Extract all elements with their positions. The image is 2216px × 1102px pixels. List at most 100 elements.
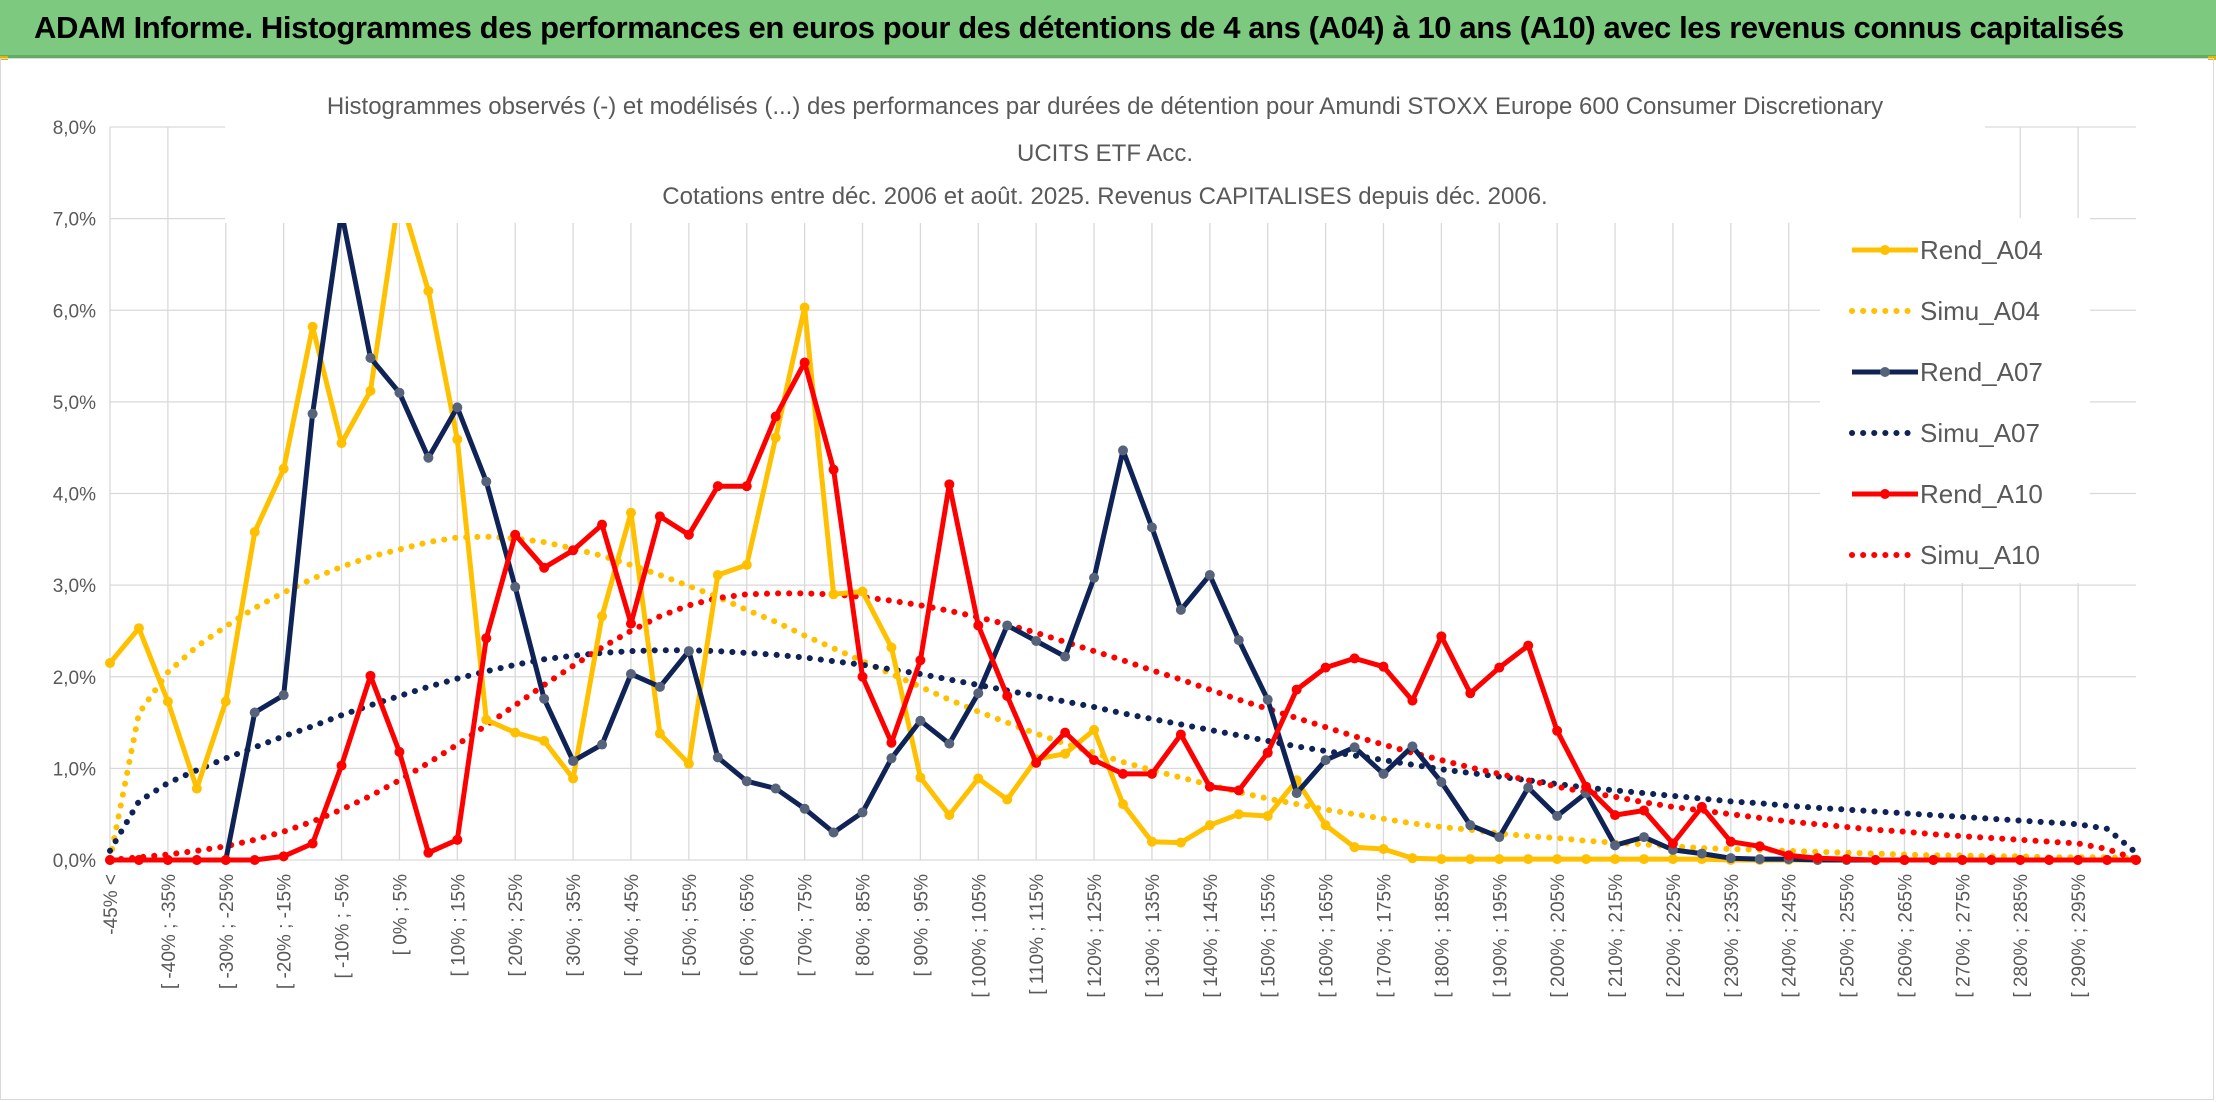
series-Rend_A10 [105, 357, 2141, 865]
data-point [1465, 854, 1476, 865]
x-tick-label: [ 180% ; 185% [1432, 874, 1453, 998]
legend-item-Simu_A04: Simu_A04 [1849, 296, 2040, 326]
data-point [249, 707, 260, 718]
data-point [307, 408, 318, 419]
x-tick-label: [ -40% ; -35% [159, 874, 180, 989]
y-axis-ticks: 0,0% 1,0% 2,0% 3,0% 4,0% 5,0% 6,0% 7,0% 8,0% [53, 118, 96, 872]
x-tick-label: [ 280% ; 285% [2011, 874, 2032, 998]
data-point [1754, 854, 1765, 865]
y-tick-label: 4,0% [53, 485, 96, 506]
legend-item-Rend_A07: Rend_A07 [1852, 357, 2043, 387]
report-banner: ADAM Informe. Histogrammes des performan… [0, 0, 2216, 58]
data-point [307, 838, 318, 849]
data-point [625, 618, 636, 629]
data-point [1899, 855, 1910, 865]
x-tick-label: [ 210% ; 215% [1606, 874, 1627, 998]
data-point [625, 507, 636, 518]
series-lines [105, 187, 2141, 865]
data-point [1060, 748, 1071, 759]
chart-title: Histogrammes observés (-) et modélisés (… [327, 93, 1883, 210]
x-tick-label: [ 140% ; 145% [1201, 874, 1222, 998]
data-point [423, 452, 434, 463]
data-point [654, 681, 665, 692]
data-point [1031, 757, 1042, 768]
data-point [886, 642, 897, 653]
data-point [857, 586, 868, 597]
data-point [278, 851, 289, 862]
data-point [1610, 854, 1621, 865]
data-point [654, 511, 665, 522]
data-point [336, 438, 347, 449]
data-point [712, 481, 723, 492]
data-point [1494, 854, 1505, 865]
x-tick-label: [ -10% ; -5% [333, 874, 354, 979]
data-point [597, 739, 608, 750]
data-point [1436, 854, 1447, 865]
data-point [799, 803, 810, 814]
x-tick-label: [ 50% ; 55% [680, 874, 701, 977]
data-point [1841, 854, 1852, 865]
data-point [1233, 635, 1244, 646]
data-point [828, 827, 839, 838]
data-point [1610, 810, 1621, 821]
y-tick-label: 7,0% [53, 210, 96, 231]
data-point [481, 714, 492, 725]
data-point [568, 773, 579, 784]
data-point [886, 737, 897, 748]
x-tick-label: [ 160% ; 165% [1317, 874, 1338, 998]
data-point [1262, 811, 1273, 822]
data-point [336, 760, 347, 771]
data-point [568, 756, 579, 767]
data-point [1204, 570, 1215, 581]
data-point [1696, 801, 1707, 812]
x-tick-label: [ -30% ; -25% [217, 874, 238, 989]
x-tick-label: [ 120% ; 125% [1085, 874, 1106, 998]
series-line [107, 533, 2139, 863]
series-Simu_A07 [107, 647, 2139, 856]
data-point [1581, 854, 1592, 865]
data-point [1118, 799, 1128, 810]
data-point [1552, 725, 1563, 736]
title-background [225, 83, 1985, 223]
data-point [1407, 695, 1418, 706]
data-point [307, 321, 318, 332]
x-tick-label: [ 220% ; 225% [1664, 874, 1685, 998]
chart-title-line-3: Cotations entre déc. 2006 et août. 2025.… [662, 183, 1547, 210]
data-point [915, 655, 926, 666]
data-point [1407, 853, 1418, 864]
x-tick-label: [ 290% ; 295% [2069, 874, 2090, 998]
data-point [1552, 811, 1563, 822]
data-point [1638, 832, 1649, 843]
data-point [1465, 820, 1476, 831]
data-point [857, 807, 868, 818]
data-point [1436, 631, 1447, 642]
x-tick-label: [ 110% ; 115% [1027, 874, 1048, 995]
data-point [1320, 755, 1331, 766]
data-point [770, 783, 781, 794]
x-tick-label: [ 270% ; 275% [1953, 874, 1974, 998]
data-point [973, 688, 984, 699]
x-tick-label: [ 170% ; 175% [1374, 874, 1395, 998]
data-point [1002, 620, 1013, 631]
data-point [886, 753, 897, 764]
chart-frame [0, 58, 2214, 1100]
x-tick-label: [ 250% ; 255% [1838, 874, 1859, 998]
x-tick-label: [ 60% ; 65% [738, 874, 759, 977]
legend-marker [1880, 489, 1890, 499]
legend-item-Rend_A10: Rend_A10 [1852, 479, 2043, 509]
chart-title-line-1: Histogrammes observés (-) et modélisés (… [327, 93, 1883, 120]
x-tick-label: [ 200% ; 205% [1548, 874, 1569, 998]
data-point [510, 529, 521, 540]
data-point [1291, 788, 1302, 799]
x-tick-label: [ 40% ; 45% [622, 874, 643, 977]
data-point [1378, 768, 1389, 779]
data-point [1204, 820, 1215, 831]
data-point [249, 526, 260, 537]
legend-marker [1880, 367, 1890, 377]
data-point [1349, 842, 1360, 853]
data-point [568, 545, 579, 556]
data-point [2131, 855, 2141, 865]
data-point [1870, 855, 1881, 865]
data-point [423, 286, 434, 297]
data-point [1783, 850, 1794, 861]
